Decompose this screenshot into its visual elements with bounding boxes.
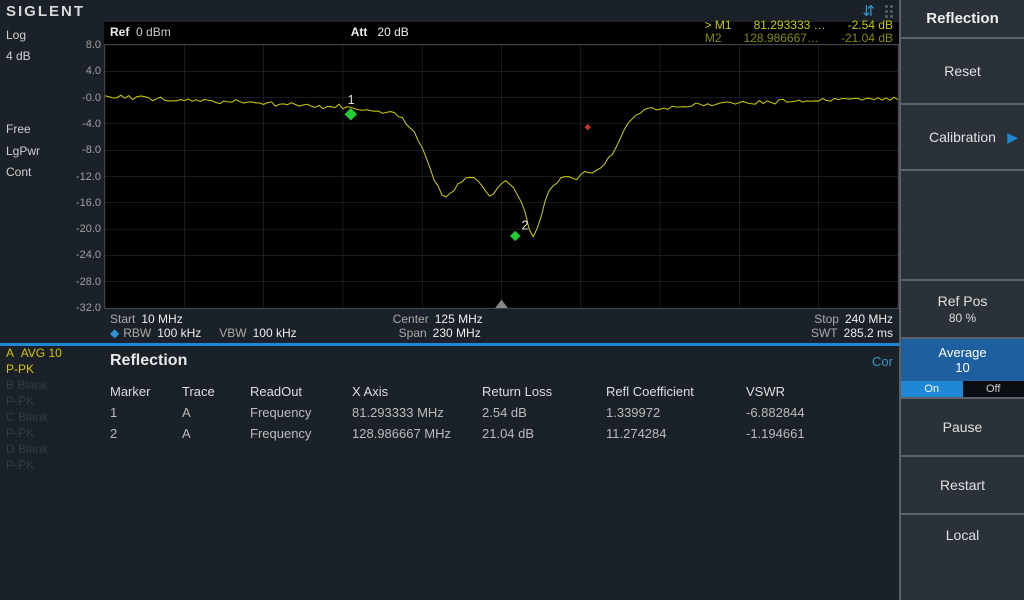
local-button[interactable]: Local [901, 515, 1024, 555]
reflection-title: Reflection [110, 352, 187, 370]
marker-readouts: > M1 81.293333 … -2.54 dB M2 128.986667…… [705, 19, 893, 45]
average-control[interactable]: Average 10 On Off [901, 339, 1024, 399]
diamond-icon: ◆ [110, 326, 119, 340]
restart-button[interactable]: Restart [901, 457, 1024, 515]
table-row: 2AFrequency128.986667 MHz21.04 dB11.2742… [110, 426, 893, 441]
status-log: Log [6, 26, 98, 45]
spacer [901, 171, 1024, 281]
att-readout: Att 20 dB [351, 25, 409, 39]
plot-area: Ref 0 dBm Att 20 dB > M1 81.293333 … -2.… [104, 22, 899, 340]
spectrum-chart[interactable]: 8.04.0-0.0-4.0-8.0-12.0-16.0-20.0-24.0-2… [104, 44, 899, 309]
table-row: 1AFrequency81.293333 MHz2.54 dB1.339972-… [110, 405, 893, 420]
average-on-button[interactable]: On [901, 381, 963, 397]
refpos-button[interactable]: Ref Pos 80 % [901, 281, 1024, 339]
marker-table: Marker Trace ReadOut X Axis Return Loss … [110, 384, 893, 441]
trace-selector[interactable]: A AVG 10 P-PK B BlankP-PKC BlankP-PKD Bl… [0, 346, 104, 600]
brand-logo: SIGLENT [6, 3, 85, 20]
average-off-button[interactable]: Off [963, 381, 1024, 397]
cor-indicator: Cor [872, 354, 893, 369]
sweep-info: Start10 MHz Center125 MHz Stop240 MHz ◆ … [104, 309, 899, 340]
calibration-button[interactable]: Calibration▶ [901, 105, 1024, 171]
chevron-right-icon: ▶ [1007, 129, 1018, 146]
menu-dots-icon[interactable] [885, 5, 893, 18]
pause-button[interactable]: Pause [901, 399, 1024, 457]
softkey-menu: Reflection Reset Calibration▶ Ref Pos 80… [899, 0, 1024, 600]
svg-text:2: 2 [522, 219, 529, 233]
menu-title: Reflection [901, 0, 1024, 39]
ref-readout: Ref 0 dBm [110, 25, 171, 39]
svg-text:1: 1 [348, 93, 355, 107]
reset-button[interactable]: Reset [901, 39, 1024, 105]
